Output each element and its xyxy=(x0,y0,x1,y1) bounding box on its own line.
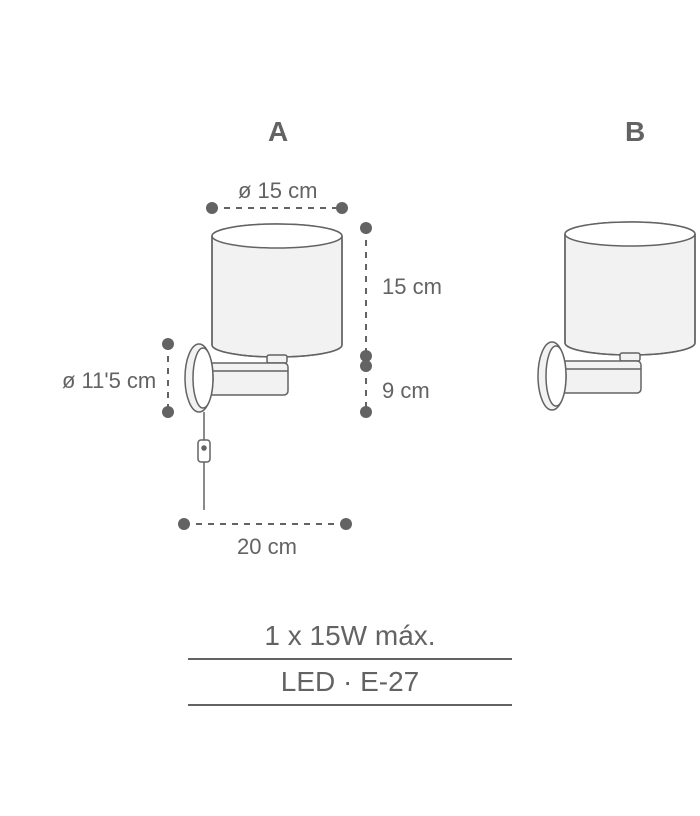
dim-shade-diameter: ø 15 cm xyxy=(238,178,317,204)
dim-arm-height: 9 cm xyxy=(382,378,430,404)
dim-shade-height: 15 cm xyxy=(382,274,442,300)
spec-socket: LED · E-27 xyxy=(188,666,512,698)
spec-power: 1 x 15W máx. xyxy=(188,620,512,652)
variant-b-label: B xyxy=(625,116,645,148)
diagram-canvas: A B xyxy=(0,0,700,816)
variant-a-label: A xyxy=(268,116,288,148)
spec-divider-top xyxy=(188,658,512,660)
dim-depth: 20 cm xyxy=(237,534,297,560)
lamp-b-diagram xyxy=(520,210,700,470)
dim-wallplate-diameter: ø 11'5 cm xyxy=(62,368,156,394)
spec-divider-bottom xyxy=(188,704,512,706)
